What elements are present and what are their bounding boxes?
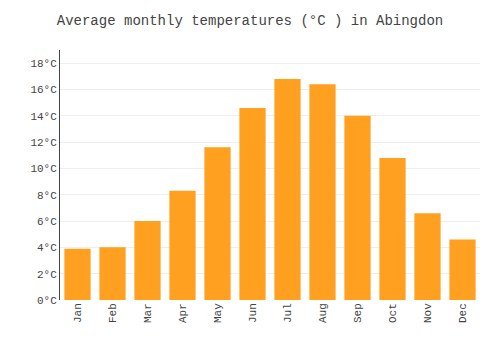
svg-text:14°C: 14°C <box>30 111 57 123</box>
svg-text:Jun: Jun <box>247 303 259 323</box>
svg-text:18°C: 18°C <box>30 58 57 70</box>
svg-text:0°C: 0°C <box>37 295 57 307</box>
svg-text:May: May <box>212 303 224 323</box>
svg-text:Mar: Mar <box>142 303 154 323</box>
svg-text:2°C: 2°C <box>37 269 57 281</box>
svg-text:4°C: 4°C <box>37 242 57 254</box>
svg-text:6°C: 6°C <box>37 216 57 228</box>
svg-text:Average monthly temperatures (: Average monthly temperatures (°C ) in Ab… <box>57 13 443 29</box>
svg-text:Dec: Dec <box>457 303 469 323</box>
svg-text:Oct: Oct <box>387 303 399 323</box>
svg-text:Sep: Sep <box>352 303 364 323</box>
svg-text:Nov: Nov <box>422 303 434 323</box>
svg-text:16°C: 16°C <box>30 84 57 96</box>
svg-text:Feb: Feb <box>107 303 119 323</box>
svg-text:8°C: 8°C <box>37 190 57 202</box>
svg-text:Aug: Aug <box>317 303 329 323</box>
svg-text:Jul: Jul <box>282 303 294 323</box>
svg-text:12°C: 12°C <box>30 137 57 149</box>
svg-text:10°C: 10°C <box>30 163 57 175</box>
svg-text:Jan: Jan <box>72 303 84 323</box>
svg-text:Apr: Apr <box>177 303 189 323</box>
